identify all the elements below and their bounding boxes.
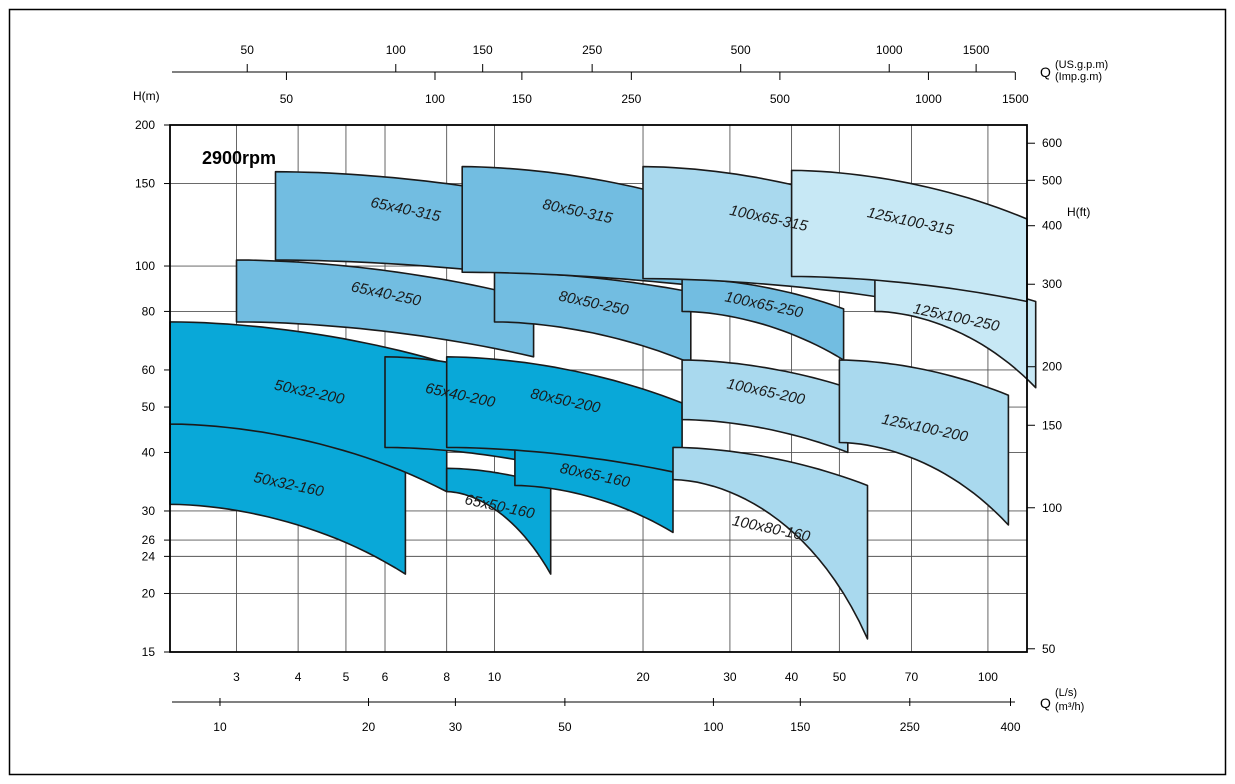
x-tick-label-m3h: 10 — [213, 720, 227, 734]
top-axis-q-label: Q — [1040, 64, 1051, 80]
x-tick-label-ls: 100 — [978, 670, 998, 684]
y-left-axis-label: H(m) — [133, 89, 160, 103]
y-tick-label-right: 600 — [1042, 136, 1062, 150]
x-tick-label-impgpm: 100 — [425, 92, 445, 106]
y-tick-label-left: 30 — [142, 504, 156, 518]
bottom-axis-m3h-unit: (m³/h) — [1055, 701, 1084, 713]
x-tick-label-usgpm: 500 — [731, 43, 751, 57]
x-tick-label-m3h: 150 — [790, 720, 810, 734]
pump-region — [445, 467, 552, 575]
y-tick-label-left: 26 — [142, 533, 156, 547]
x-tick-label-usgpm: 100 — [386, 43, 406, 57]
x-tick-label-ls: 10 — [488, 670, 502, 684]
y-tick-label-right: 300 — [1042, 277, 1062, 291]
y-tick-label-left: 40 — [142, 445, 156, 459]
y-tick-label-left: 100 — [135, 259, 155, 273]
y-tick-label-left: 24 — [142, 549, 156, 563]
x-tick-label-ls: 6 — [382, 670, 389, 684]
pump-region — [235, 259, 535, 358]
x-tick-label-impgpm: 50 — [280, 92, 294, 106]
y-tick-label-right: 150 — [1042, 418, 1062, 432]
axis-ticks: 3 4 5 6 8 10 20 30 40 50 70 100 10 20 30 50 100 150 250 400… — [135, 43, 1062, 734]
x-tick-label-ls: 8 — [443, 670, 450, 684]
x-tick-label-impgpm: 500 — [770, 92, 790, 106]
pump-region — [838, 359, 1010, 526]
x-tick-label-usgpm: 1000 — [876, 43, 903, 57]
y-tick-label-left: 150 — [135, 177, 155, 191]
y-tick-label-right: 100 — [1042, 501, 1062, 515]
bottom-axis-q-label: Q — [1040, 695, 1051, 711]
x-tick-label-ls: 4 — [295, 670, 302, 684]
y-tick-label-right: 50 — [1042, 642, 1056, 656]
x-tick-label-ls: 50 — [833, 670, 847, 684]
x-tick-label-ls: 5 — [343, 670, 350, 684]
top-axis-impgpm-unit: (Imp.g.m) — [1055, 71, 1102, 83]
x-tick-label-m3h: 100 — [703, 720, 723, 734]
x-tick-label-ls: 3 — [233, 670, 240, 684]
x-tick-label-ls: 40 — [785, 670, 799, 684]
x-tick-label-m3h: 30 — [449, 720, 463, 734]
x-tick-label-m3h: 50 — [558, 720, 572, 734]
y-tick-label-left: 50 — [142, 400, 156, 414]
pump-region — [681, 359, 849, 454]
y-tick-label-left: 200 — [135, 118, 155, 132]
plot-area-frame — [169, 124, 1028, 653]
chart-title: 2900rpm — [202, 148, 276, 168]
y-tick-label-left: 20 — [142, 586, 156, 600]
y-tick-label-right: 500 — [1042, 173, 1062, 187]
top-axis-usgpm-unit: (US.g.p.m) — [1055, 59, 1108, 71]
y-tick-label-left: 80 — [142, 304, 156, 318]
x-tick-label-m3h: 250 — [900, 720, 920, 734]
y-tick-label-right: 200 — [1042, 360, 1062, 374]
y-tick-label-right: 400 — [1042, 219, 1062, 233]
x-tick-label-impgpm: 150 — [512, 92, 532, 106]
y-tick-label-left: 60 — [142, 363, 156, 377]
x-tick-label-m3h: 400 — [1000, 720, 1020, 734]
bottom-axis-ls-unit: (L/s) — [1055, 687, 1077, 699]
y-right-axis-label: H(ft) — [1067, 205, 1090, 219]
x-tick-label-m3h: 20 — [362, 720, 376, 734]
x-tick-label-ls: 20 — [636, 670, 650, 684]
pump-regions — [169, 165, 1037, 640]
x-tick-label-usgpm: 250 — [582, 43, 602, 57]
x-tick-label-ls: 70 — [905, 670, 919, 684]
x-tick-label-impgpm: 1000 — [915, 92, 942, 106]
x-tick-label-ls: 30 — [723, 670, 737, 684]
x-tick-label-usgpm: 50 — [241, 43, 255, 57]
pump-region — [672, 446, 869, 640]
x-tick-label-impgpm: 250 — [621, 92, 641, 106]
y-tick-label-left: 15 — [142, 645, 156, 659]
x-tick-label-usgpm: 1500 — [963, 43, 990, 57]
x-tick-label-impgpm: 1500 — [1002, 92, 1029, 106]
x-tick-label-usgpm: 150 — [473, 43, 493, 57]
